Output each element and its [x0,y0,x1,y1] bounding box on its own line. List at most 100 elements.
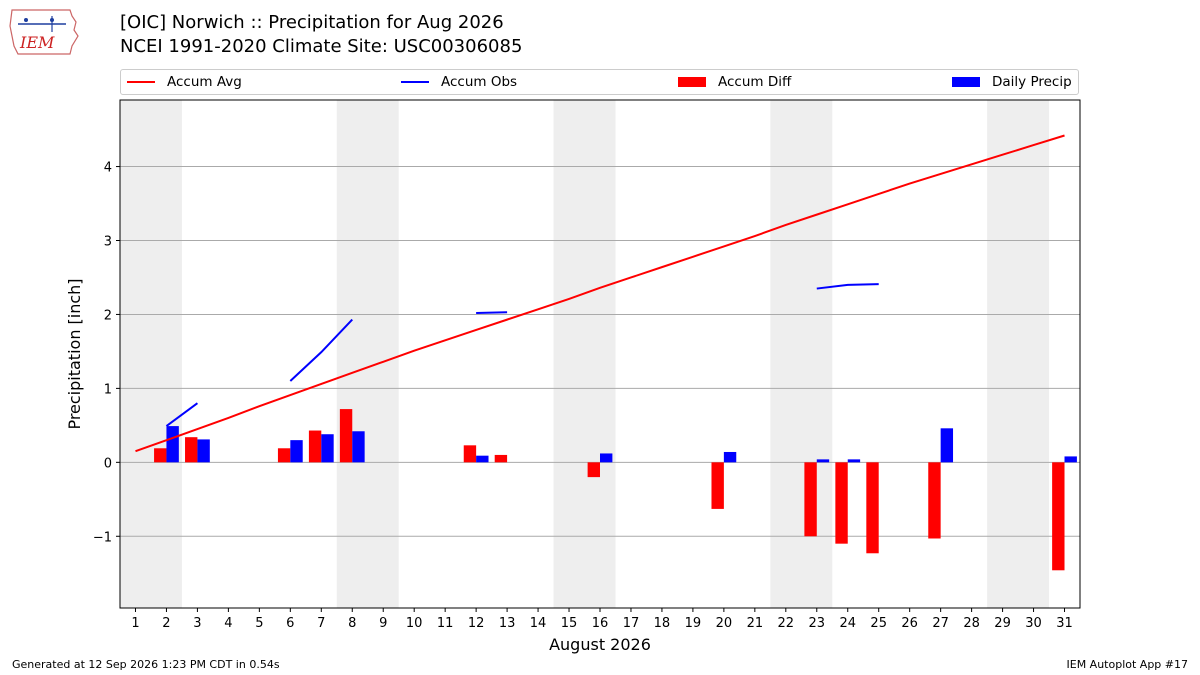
legend-label-accum-diff: Accum Diff [718,74,792,90]
x-tick-label: 30 [1025,616,1042,631]
legend-swatch-daily-precip [952,77,980,87]
legend-item-accum-avg: Accum Avg [127,70,242,94]
x-tick-label: 11 [437,616,454,631]
accum-diff-bar [339,409,353,463]
x-axis-label: August 2026 [549,635,651,654]
daily-precip-bar [816,459,830,463]
x-tick-label: 24 [839,616,856,631]
accum-diff-bars [154,409,1065,571]
accum-diff-bar [866,462,879,554]
y-tick-label: 1 [104,382,112,397]
x-tick-label: 16 [592,616,609,631]
accum-diff-bar [308,430,322,463]
weekend-shade [770,100,833,608]
weekend-shading [120,100,1050,608]
legend-item-accum-diff: Accum Diff [678,70,791,94]
legend-label-accum-obs: Accum Obs [441,74,518,90]
weekend-shade [336,100,399,608]
x-tick-label: 26 [901,616,918,631]
x-tick-label: 18 [654,616,671,631]
app-credit: IEM Autoplot App #17 [1066,658,1189,671]
chart-subtitle: NCEI 1991-2020 Climate Site: USC00306085 [120,36,523,57]
x-tick-label: 17 [623,616,640,631]
accum-diff-bar [928,462,941,539]
y-axis-ticks: −1 0 1 2 3 4 [93,161,120,545]
x-tick-label: 20 [716,616,733,631]
x-tick-label: 3 [193,616,201,631]
daily-precip-bar [352,431,365,463]
iem-logo: IEM [9,9,79,55]
x-tick-label: 22 [778,616,795,631]
accum-diff-bar [835,462,848,544]
accum-diff-bar [185,437,198,463]
y-tick-label: 2 [104,308,112,323]
daily-precip-bar [290,440,303,463]
y-tick-label: −1 [93,530,112,545]
x-tick-label: 19 [685,616,702,631]
accum-diff-bar [1052,462,1065,571]
weekend-shade [987,100,1050,608]
y-tick-label: 0 [104,456,112,471]
accum-diff-bar [494,454,508,463]
x-tick-label: 12 [468,616,485,631]
accum-diff-bar [804,462,817,537]
daily-precip-bar [600,453,613,463]
legend-item-daily-precip: Daily Precip [952,70,1072,94]
generated-timestamp: Generated at 12 Sep 2026 1:23 PM CDT in … [12,658,280,671]
x-tick-label: 8 [348,616,356,631]
x-tick-label: 4 [224,616,232,631]
accum-obs-lines [165,283,879,427]
legend-item-accum-obs: Accum Obs [401,70,517,94]
accum-diff-bar [587,462,600,478]
x-tick-label: 13 [499,616,516,631]
daily-precip-bar [166,426,179,463]
iowa-outline-shape [9,9,79,55]
chart-title: [OIC] Norwich :: Precipitation for Aug 2… [120,12,504,33]
daily-precip-bar [197,439,210,463]
x-tick-label: 23 [809,616,826,631]
accum-obs-segment [165,402,199,427]
x-tick-label: 27 [932,616,949,631]
daily-precip-bar [940,428,954,463]
x-tick-label: 1 [131,616,139,631]
x-tick-label: 10 [406,616,423,631]
daily-precip-bar [1064,456,1077,463]
legend-label-accum-avg: Accum Avg [167,74,242,90]
x-tick-label: 5 [255,616,263,631]
accum-avg-line [135,134,1065,453]
x-tick-label: 29 [994,616,1011,631]
accum-obs-segment [476,311,508,314]
y-tick-label: 3 [104,234,112,249]
x-tick-label: 6 [286,616,294,631]
weekend-shade [553,100,616,608]
legend-swatch-accum-obs [401,81,429,83]
x-tick-label: 21 [747,616,764,631]
logo-text: IEM [19,33,55,52]
y-axis-label: Precipitation [inch] [65,278,84,429]
accum-diff-bar [277,448,291,463]
daily-precip-bar [321,434,334,463]
x-tick-label: 25 [870,616,887,631]
daily-precip-bar [723,451,737,463]
accum-diff-bar [463,445,477,463]
legend-swatch-accum-diff [678,77,706,87]
accum-diff-bar [154,448,167,463]
x-tick-label: 7 [317,616,325,631]
x-tick-label: 14 [530,616,547,631]
x-tick-label: 28 [963,616,980,631]
chart-legend: Accum Avg Accum Obs Accum Diff Daily Pre… [120,69,1079,95]
accum-diff-bar [711,462,724,509]
x-tick-label: 2 [162,616,170,631]
x-tick-label: 15 [561,616,578,631]
accum-obs-segment [289,318,353,382]
accum-avg-line [135,134,1065,453]
x-tick-label: 31 [1056,616,1073,631]
weekend-shade [120,100,182,608]
daily-precip-bar [847,459,861,463]
x-axis-ticks: 1 2 3 4 5 6 7 8 9 10 11 12 13 14 15 16 17 18 19 20 21 22 23 24 2… [131,608,1073,631]
y-tick-label: 4 [104,161,112,176]
x-tick-label: 9 [379,616,387,631]
legend-label-daily-precip: Daily Precip [992,74,1072,90]
legend-swatch-accum-avg [127,81,155,83]
